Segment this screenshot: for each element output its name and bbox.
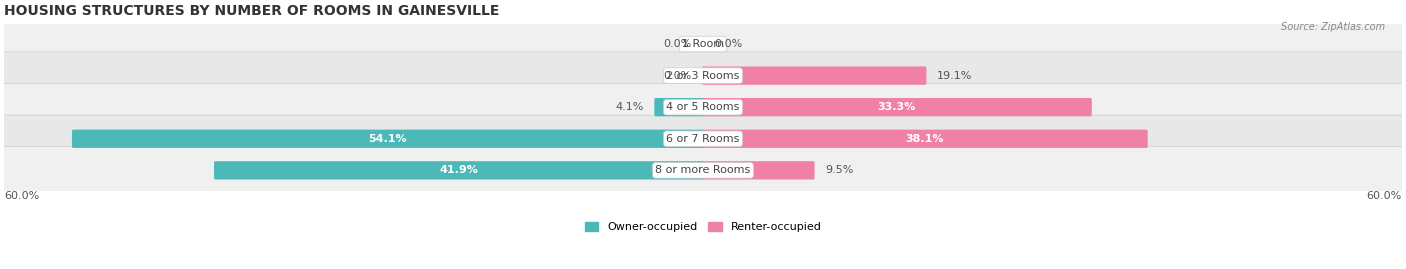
Text: 4 or 5 Rooms: 4 or 5 Rooms bbox=[666, 102, 740, 112]
Text: 0.0%: 0.0% bbox=[664, 39, 692, 49]
Text: 60.0%: 60.0% bbox=[1367, 191, 1402, 201]
FancyBboxPatch shape bbox=[0, 52, 1406, 99]
Text: 8 or more Rooms: 8 or more Rooms bbox=[655, 165, 751, 175]
Text: 60.0%: 60.0% bbox=[4, 191, 39, 201]
Text: 0.0%: 0.0% bbox=[714, 39, 742, 49]
FancyBboxPatch shape bbox=[702, 130, 1147, 148]
Text: 9.5%: 9.5% bbox=[825, 165, 853, 175]
Text: 19.1%: 19.1% bbox=[938, 70, 973, 81]
Text: 54.1%: 54.1% bbox=[368, 134, 408, 144]
Text: 2 or 3 Rooms: 2 or 3 Rooms bbox=[666, 70, 740, 81]
Text: 1 Room: 1 Room bbox=[682, 39, 724, 49]
FancyBboxPatch shape bbox=[702, 98, 1092, 116]
Text: 0.0%: 0.0% bbox=[664, 70, 692, 81]
FancyBboxPatch shape bbox=[0, 20, 1406, 68]
Text: 4.1%: 4.1% bbox=[616, 102, 644, 112]
FancyBboxPatch shape bbox=[214, 161, 704, 179]
FancyBboxPatch shape bbox=[0, 147, 1406, 194]
Text: HOUSING STRUCTURES BY NUMBER OF ROOMS IN GAINESVILLE: HOUSING STRUCTURES BY NUMBER OF ROOMS IN… bbox=[4, 4, 499, 18]
FancyBboxPatch shape bbox=[0, 83, 1406, 131]
Text: Source: ZipAtlas.com: Source: ZipAtlas.com bbox=[1281, 22, 1385, 31]
Text: 38.1%: 38.1% bbox=[905, 134, 945, 144]
Text: 41.9%: 41.9% bbox=[440, 165, 478, 175]
Text: 33.3%: 33.3% bbox=[877, 102, 917, 112]
Text: 6 or 7 Rooms: 6 or 7 Rooms bbox=[666, 134, 740, 144]
FancyBboxPatch shape bbox=[72, 130, 704, 148]
FancyBboxPatch shape bbox=[702, 66, 927, 85]
FancyBboxPatch shape bbox=[654, 98, 704, 116]
FancyBboxPatch shape bbox=[702, 161, 814, 179]
Legend: Owner-occupied, Renter-occupied: Owner-occupied, Renter-occupied bbox=[585, 222, 821, 232]
FancyBboxPatch shape bbox=[0, 115, 1406, 162]
